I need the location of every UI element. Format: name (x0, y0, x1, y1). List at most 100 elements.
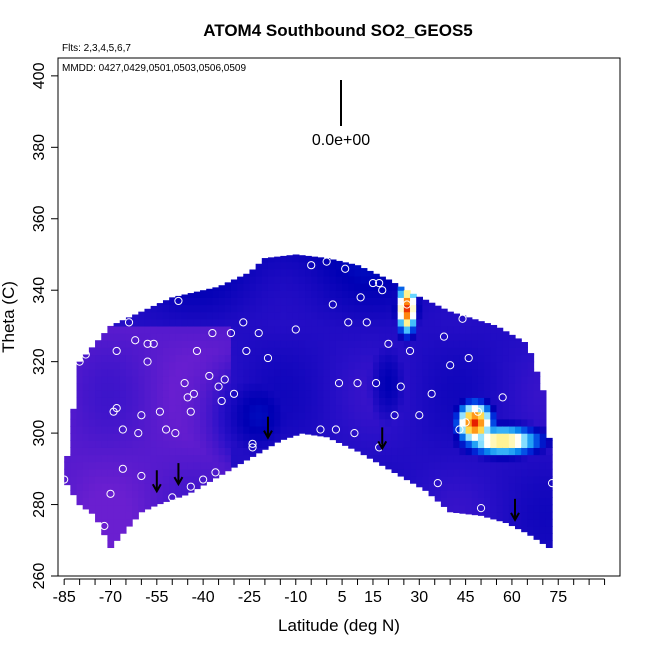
heatmap-cell (354, 440, 362, 448)
heatmap-cell (453, 333, 461, 341)
heatmap-cell (496, 327, 504, 334)
sample-point (331, 425, 341, 434)
heatmap-cell (354, 290, 362, 298)
heatmap-cell (372, 275, 380, 284)
heatmap-cell (286, 375, 294, 384)
heatmap-cell (484, 440, 491, 448)
heatmap-cell (95, 440, 102, 448)
heatmap-cell (477, 454, 485, 463)
heatmap-cell (286, 411, 294, 420)
heatmap-cell (360, 375, 368, 384)
heatmap-cell (465, 333, 473, 341)
heatmap-cell (193, 454, 201, 463)
heatmap-cell (539, 461, 547, 470)
heatmap-cell (539, 468, 547, 477)
heatmap-cell (403, 475, 411, 481)
heatmap-cell (434, 375, 442, 384)
heatmap-cell (224, 404, 232, 413)
heatmap-cell (539, 518, 547, 527)
heatmap-cell (193, 411, 201, 420)
heatmap-cell (218, 375, 226, 384)
heatmap-cell (484, 497, 491, 506)
heatmap-cell (95, 425, 102, 434)
heatmap-cell (206, 418, 213, 427)
heatmap-cell (440, 368, 448, 377)
heatmap-cell (508, 454, 516, 463)
heatmap-cell (335, 347, 343, 356)
heatmap-cell (76, 418, 84, 427)
heatmap-cell (280, 290, 288, 298)
heatmap-cell (502, 383, 510, 391)
heatmap-cell (385, 461, 393, 470)
heatmap-cell (527, 447, 535, 456)
heatmap-cell (391, 433, 399, 441)
heatmap-cell (230, 283, 238, 291)
heatmap-cell (305, 404, 312, 413)
heatmap-cell (218, 368, 226, 377)
heatmap-cell (187, 475, 195, 484)
x-tick-label: -55 (145, 589, 168, 606)
heatmap-cell (261, 283, 269, 291)
heatmap-cell (465, 475, 473, 484)
heatmap-cell (169, 375, 176, 384)
heatmap-cell (484, 375, 491, 384)
heatmap-cell (372, 354, 380, 363)
heatmap-cell (440, 454, 448, 463)
heatmap-cell (317, 404, 325, 413)
heatmap-cell (533, 490, 541, 498)
heatmap-cell (255, 354, 263, 363)
heatmap-cell (490, 490, 498, 498)
heatmap-cell (539, 490, 547, 498)
heatmap-cell (212, 433, 220, 441)
heatmap-cell (317, 340, 325, 348)
heatmap-cell (484, 483, 491, 491)
heatmap-cell (249, 418, 257, 427)
heatmap-cell (465, 325, 473, 334)
heatmap-cell (64, 483, 71, 486)
heatmap-cell (471, 383, 479, 391)
heatmap-cell (119, 447, 127, 456)
heatmap-cell (465, 375, 473, 384)
heatmap-cell (323, 333, 331, 341)
heatmap-cell (515, 518, 522, 527)
heatmap-cell (88, 483, 96, 491)
heatmap-cell (360, 297, 368, 306)
heatmap-cell (329, 361, 337, 370)
heatmap-cell (200, 354, 207, 363)
heatmap-cell (477, 390, 485, 398)
heatmap-cell (366, 411, 374, 420)
heatmap-cell (156, 375, 164, 384)
heatmap-cell (274, 290, 281, 298)
heatmap-cell (255, 347, 263, 356)
heatmap-cell (292, 261, 300, 270)
heatmap-cell (230, 425, 238, 434)
heatmap-cell (125, 454, 133, 463)
heatmap-cell (286, 397, 294, 406)
heatmap-cell (342, 411, 349, 420)
heatmap-cell (391, 368, 399, 377)
heatmap-cell (354, 390, 362, 398)
heatmap-cell (539, 454, 547, 463)
heatmap-cell (329, 318, 337, 327)
heatmap-cell (162, 497, 170, 502)
heatmap-cell (249, 297, 257, 306)
heatmap-cell (181, 361, 189, 370)
heatmap-cell (88, 390, 96, 398)
heatmap-cell (515, 354, 522, 363)
sample-point (226, 328, 236, 338)
heatmap-cell (243, 297, 251, 306)
sample-point (118, 425, 127, 434)
heatmap-cell (397, 447, 405, 456)
heatmap-cell (366, 454, 374, 459)
heatmap-cell (521, 404, 528, 413)
heatmap-cell (267, 275, 275, 284)
heatmap-cell (298, 375, 306, 384)
heatmap-cell (274, 283, 281, 291)
heatmap-cell (447, 440, 454, 448)
heatmap-cell (490, 447, 498, 456)
heatmap-cell (101, 468, 109, 477)
heatmap-cell (113, 461, 121, 470)
heatmap-cell (230, 454, 238, 463)
heatmap-cell (138, 361, 146, 370)
sample-point (131, 336, 140, 345)
